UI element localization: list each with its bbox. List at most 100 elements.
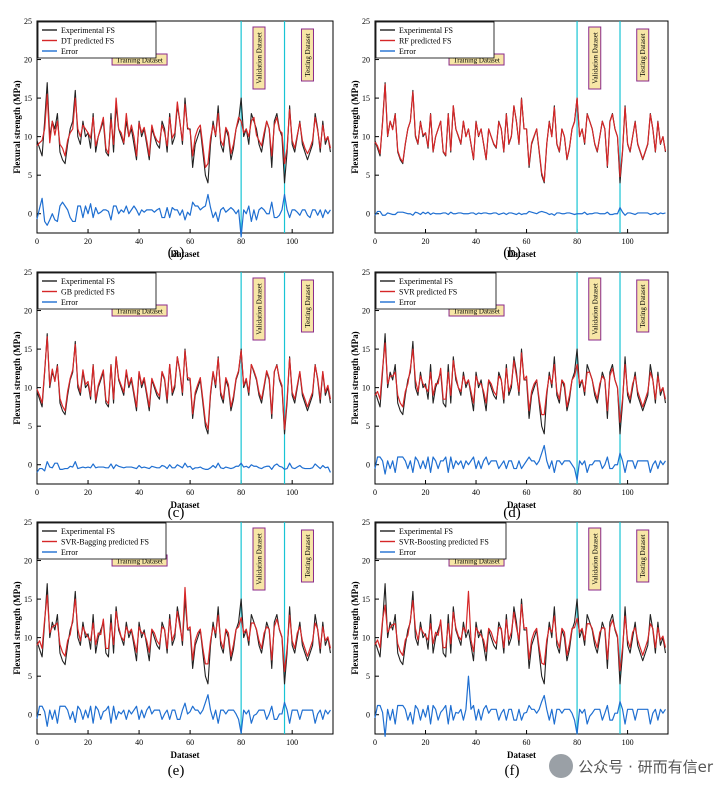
panel-label: (f) [505, 763, 520, 779]
legend-entry: Experimental FS [61, 277, 115, 286]
legend-box [37, 272, 157, 310]
legend-entry: Experimental FS [399, 527, 453, 536]
series-line-predicted [374, 342, 667, 423]
plot-frame [36, 271, 334, 485]
x-axis-label: Dataset [171, 500, 200, 510]
x-tick-label: 40 [472, 738, 480, 747]
x-tick-label: 80 [237, 488, 245, 497]
x-tick-label: 60 [523, 488, 531, 497]
x-tick-label: 80 [237, 237, 245, 246]
x-tick-label: 0 [35, 738, 39, 747]
plot-frame [374, 521, 669, 735]
x-tick-label: 20 [84, 488, 92, 497]
legend-entry: DT predicted FS [61, 37, 114, 46]
y-tick-label: 0 [28, 210, 32, 219]
legend-entry: GB predicted FS [61, 288, 115, 297]
x-tick-label: 100 [286, 738, 298, 747]
legend-entry: Error [61, 548, 78, 557]
legend-entry: Error [399, 298, 416, 307]
legend-entry: SVR predicted FS [399, 288, 457, 297]
y-tick-label: 10 [24, 384, 32, 393]
series-line-error [36, 461, 331, 473]
y-tick-label: 10 [24, 634, 32, 643]
x-tick-label: 0 [35, 488, 39, 497]
x-tick-label: 100 [622, 488, 634, 497]
y-tick-label: 0 [366, 461, 370, 470]
testing-dataset-label: Testing Dataset [636, 529, 650, 583]
legend-box [37, 522, 167, 560]
series-line-error [36, 193, 331, 238]
x-tick-label: 80 [573, 738, 581, 747]
y-tick-label: 5 [366, 672, 370, 681]
legend-entry: Error [399, 548, 416, 557]
y-tick-label: 15 [24, 94, 32, 103]
validation-label-box [588, 277, 602, 341]
testing-dataset-label: Testing Dataset [300, 529, 314, 583]
y-tick-label: 20 [362, 307, 370, 316]
validation-label-text: Validation Dataset [591, 32, 599, 84]
x-tick-label: 100 [622, 237, 634, 246]
panel-label: (d) [503, 505, 521, 521]
x-tick-label: 60 [186, 488, 194, 497]
plot-frame [374, 20, 669, 234]
y-tick-label: 0 [366, 711, 370, 720]
x-axis-label: Dataset [171, 249, 200, 259]
x-tick-label: 80 [573, 488, 581, 497]
testing-label-box [300, 529, 314, 583]
series-line-predicted [36, 336, 332, 430]
y-axis-label: Flexural strength (MPa) [350, 80, 360, 173]
y-tick-label: 25 [362, 518, 370, 527]
validation-label-text: Validation Dataset [591, 533, 599, 585]
validation-label-box [252, 527, 266, 591]
series-line-experimental [374, 82, 667, 184]
y-tick-label: 0 [28, 461, 32, 470]
y-tick-label: 25 [362, 17, 370, 26]
testing-label-text: Testing Dataset [304, 284, 312, 327]
x-tick-label: 40 [135, 738, 143, 747]
x-tick-label: 80 [573, 237, 581, 246]
plot-frame [36, 521, 334, 735]
validation-label-box [252, 277, 266, 341]
y-axis-label: Flexural strength (MPa) [350, 581, 360, 674]
validation-dataset-label: Validation Dataset [588, 26, 602, 90]
y-tick-label: 10 [24, 133, 32, 142]
x-tick-label: 40 [135, 488, 143, 497]
x-tick-label: 100 [622, 738, 634, 747]
x-tick-label: 0 [35, 237, 39, 246]
testing-label-box [300, 279, 314, 333]
x-axis-label: Dataset [507, 750, 536, 760]
validation-label-box [588, 26, 602, 90]
testing-dataset-label: Testing Dataset [300, 28, 314, 82]
legend-entry: Experimental FS [61, 527, 115, 536]
x-tick-label: 0 [373, 738, 377, 747]
training-label-text: Training Dataset [116, 308, 163, 316]
x-tick-label: 60 [523, 738, 531, 747]
legend: Experimental FS SVR-Boosting predicted FS… [375, 522, 507, 560]
series-line-predicted [36, 93, 332, 169]
x-axis-label: Dataset [507, 249, 536, 259]
validation-dataset-label: Validation Dataset [252, 527, 266, 591]
x-tick-label: 20 [84, 738, 92, 747]
y-tick-label: 15 [24, 595, 32, 604]
validation-label-box [252, 26, 266, 90]
x-tick-label: 60 [186, 237, 194, 246]
y-tick-label: 5 [28, 422, 32, 431]
legend-entry: RF predicted FS [399, 37, 451, 46]
y-tick-label: 25 [24, 17, 32, 26]
training-label-text: Training Dataset [453, 308, 500, 316]
legend-entry: Experimental FS [61, 26, 115, 35]
series-line-error [374, 206, 666, 216]
chart-panel-4: 0 20 40 60 80 100 0 5 10 15 20 25 Dataset Flexural st… [350, 268, 669, 510]
series-line-predicted [36, 586, 332, 673]
y-tick-label: 10 [362, 133, 370, 142]
series-line-experimental [374, 333, 667, 435]
y-tick-label: 5 [366, 422, 370, 431]
y-tick-label: 25 [24, 518, 32, 527]
series-line-error [36, 694, 331, 734]
validation-label-text: Validation Dataset [256, 533, 264, 585]
validation-dataset-label: Validation Dataset [252, 277, 266, 341]
series-line-experimental [36, 583, 331, 685]
